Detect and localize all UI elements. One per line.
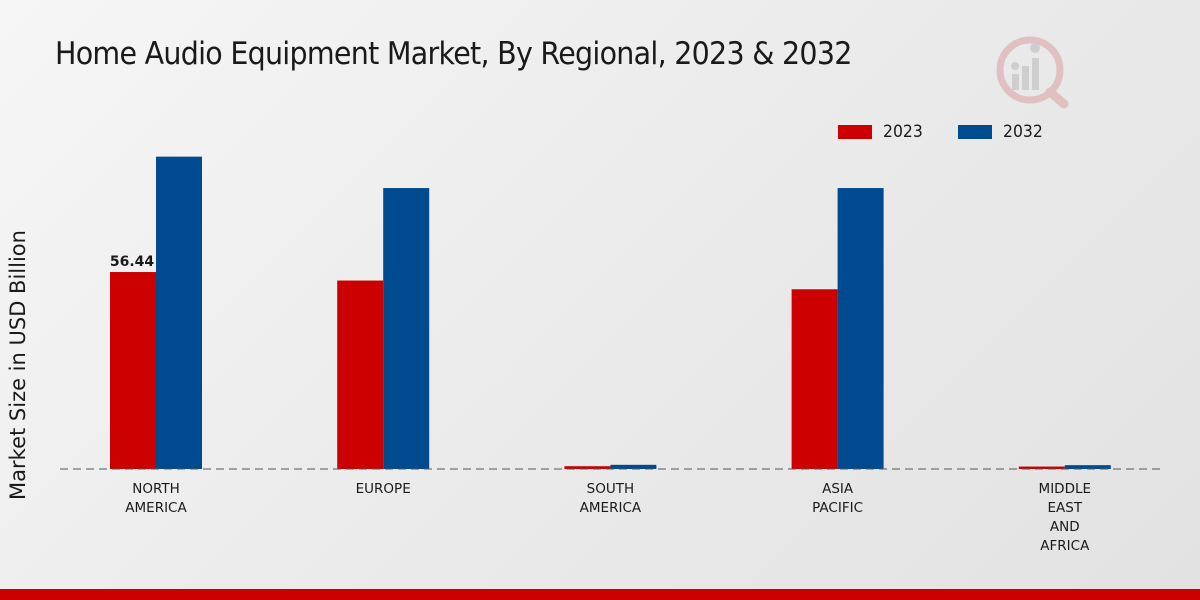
legend-swatch-2023 [838, 125, 872, 139]
x-tick-label: EUROPE [356, 481, 411, 497]
bar-2032-north-america [156, 156, 202, 469]
legend-item-2023: 2023 [838, 122, 926, 142]
bar-2023-south-america [564, 466, 611, 469]
x-tick-label: AND [1050, 519, 1080, 535]
data-label: 56.44 [110, 254, 155, 270]
bar-2023-middle-east-and-africa [1018, 466, 1065, 469]
bar-2032-middle-east-and-africa [1064, 465, 1111, 469]
bar-2032-asia-pacific [837, 188, 884, 469]
legend-item-2032: 2032 [958, 122, 1046, 142]
bar-2032-south-america [610, 464, 657, 469]
bar-2023-north-america [110, 272, 156, 469]
bar-2023-asia-pacific [791, 289, 838, 469]
x-tick-label: EAST [1048, 500, 1083, 516]
chart-title: Home Audio Equipment Market, By Regional… [55, 36, 852, 72]
x-tick-label: PACIFIC [812, 500, 863, 516]
x-tick-label: AMERICA [580, 500, 642, 516]
legend-label-2023: 2023 [883, 122, 923, 142]
legend-swatch-2032 [958, 125, 992, 139]
bottom-accent-bar [0, 589, 1200, 600]
legend-label-2032: 2032 [1003, 122, 1043, 142]
bar-2023-europe [337, 280, 384, 469]
watermark-logo-icon [992, 30, 1072, 110]
x-tick-label: MIDDLE [1039, 481, 1091, 497]
bar-2032-europe [383, 188, 430, 469]
x-tick-label: AFRICA [1040, 538, 1090, 554]
x-tick-label: NORTH [132, 481, 180, 497]
x-tick-label: ASIA [822, 481, 854, 497]
x-tick-label: SOUTH [587, 481, 634, 497]
x-tick-label: AMERICA [125, 500, 187, 516]
